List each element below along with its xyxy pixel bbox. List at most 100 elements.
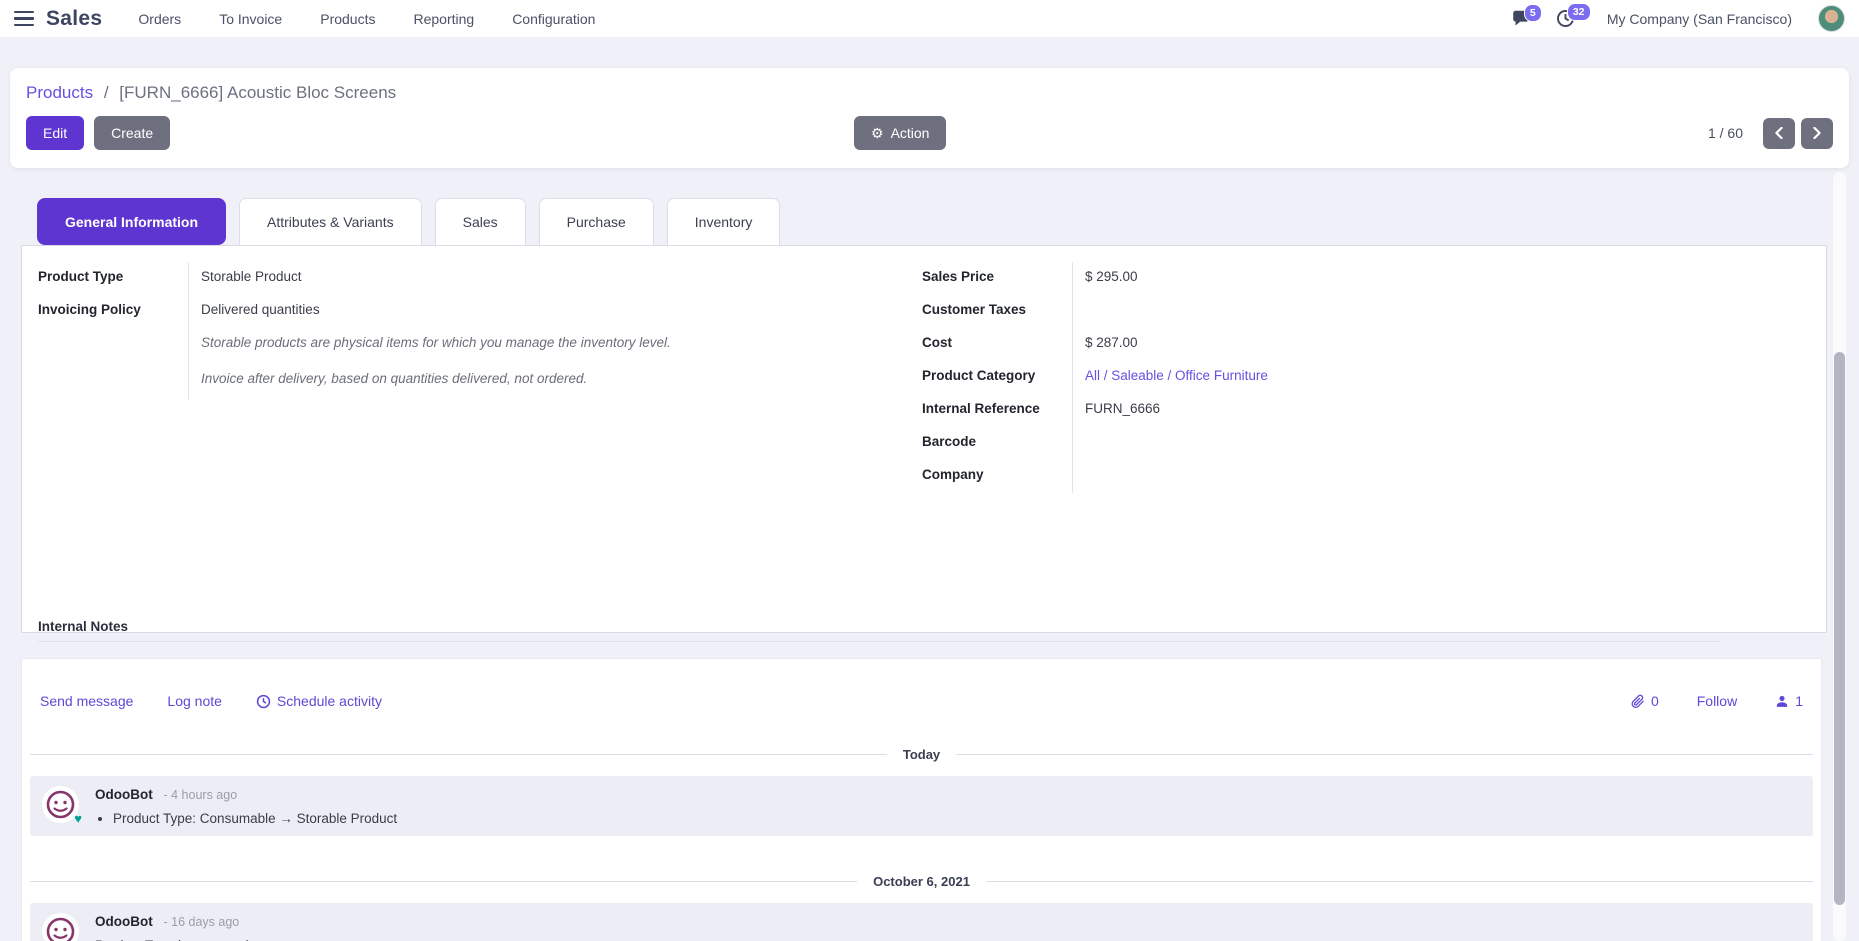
field-sales-price: Sales Price $ 295.00 [922,262,1532,295]
field-company: Company [922,460,1532,493]
create-button[interactable]: Create [94,116,171,150]
field-label: Sales Price [922,269,995,284]
field-label [38,328,188,364]
control-panel: Products / [FURN_6666] Acoustic Bloc Scr… [10,68,1849,168]
internal-notes-title: Internal Notes [38,619,129,634]
app-title[interactable]: Sales [46,6,103,30]
field-value[interactable]: FURN_6666 [1072,394,1532,427]
activities-clock-icon[interactable]: 32 [1556,3,1591,28]
menu-orders[interactable]: Orders [138,10,182,27]
message-author[interactable]: OdooBot [95,914,153,929]
form-groups: Product Type Storable Product Invoicing … [38,262,1810,493]
robot-face-icon [42,913,79,941]
edit-button[interactable]: Edit [26,116,85,150]
tracking-change: Product Type: Consumable → Storable Prod… [113,811,397,826]
form-group-right: Sales Price $ 295.00 Customer Taxes Cost… [922,262,1532,493]
form-group-left: Product Type Storable Product Invoicing … [38,262,764,493]
field-value[interactable] [1072,460,1532,493]
tab-sales[interactable]: Sales [434,198,526,246]
field-value[interactable]: $ 287.00 [1072,328,1532,361]
attachments-button[interactable]: 0 [1631,693,1659,709]
tracking-changes-list: Product Type: Consumable → Storable Prod… [113,811,397,826]
field-label: Cost [922,335,952,350]
field-internal-reference: Internal Reference FURN_6666 [922,394,1532,427]
field-cost: Cost $ 287.00 [922,328,1532,361]
action-button-label: Action [890,125,930,141]
followers-button[interactable]: 1 [1775,693,1803,709]
help-text: Storable products are physical items for… [188,328,764,364]
breadcrumb-separator: / [103,83,109,102]
tab-general-information[interactable]: General Information [37,198,227,245]
message-body: Product Template created [95,938,249,941]
chevron-left-icon [1775,127,1783,139]
vertical-scrollbar[interactable] [1833,172,1846,941]
field-label: Company [922,467,984,482]
help-text-storable: Storable products are physical items for… [38,328,764,364]
heart-status-icon: ♥ [74,811,82,826]
tab-inventory[interactable]: Inventory [666,198,781,246]
app-menu: Orders To Invoice Products Reporting Con… [138,11,595,27]
field-value[interactable] [1072,427,1532,460]
topbar-right: 5 32 My Company (San Francisco) [1513,3,1845,32]
field-label: Internal Reference [922,401,1040,416]
field-label: Invoicing Policy [38,302,141,317]
company-switcher[interactable]: My Company (San Francisco) [1606,10,1792,27]
menu-to-invoice[interactable]: To Invoice [219,10,283,27]
menu-configuration[interactable]: Configuration [512,10,596,27]
pager-next-button[interactable] [1801,117,1833,149]
apps-menu-icon[interactable] [14,10,34,27]
person-icon [1777,695,1788,707]
message-content: OdooBot - 16 days ago Product Template c… [95,913,249,941]
message-today: ♥ OdooBot - 4 hours ago Product Type: Co… [30,776,1813,836]
field-barcode: Barcode [922,427,1532,460]
breadcrumb: Products / [FURN_6666] Acoustic Bloc Scr… [26,80,1833,106]
control-panel-buttons: Edit Create ⚙ Action 1 / 60 [26,115,1833,151]
action-button[interactable]: ⚙ Action [854,116,947,150]
field-value[interactable]: Delivered quantities [188,295,764,328]
field-product-category: Product Category All / Saleable / Office… [922,361,1532,394]
field-value[interactable]: Storable Product [188,262,764,295]
product-form-sheet: General Information Attributes & Variant… [21,198,1827,642]
chatter-toolbar-right: 0 Follow 1 [1631,693,1803,709]
field-value[interactable] [1072,295,1532,328]
follow-button[interactable]: Follow [1696,693,1738,709]
paperclip-icon [1631,694,1644,708]
field-label: Customer Taxes [922,302,1027,317]
message-author[interactable]: OdooBot [95,787,153,802]
send-message-button[interactable]: Send message [40,693,134,709]
message-october: OdooBot - 16 days ago Product Template c… [30,903,1813,941]
scrollbar-thumb[interactable] [1834,352,1845,905]
message-timestamp: - 4 hours ago [163,788,238,802]
messages-badge: 5 [1523,4,1542,22]
date-divider-label: Today [902,747,941,762]
messages-icon[interactable]: 5 [1513,4,1542,27]
user-avatar[interactable] [1818,5,1845,32]
tab-attributes-variants[interactable]: Attributes & Variants [239,198,422,246]
pager-previous-button[interactable] [1763,117,1795,149]
followers-count: 1 [1795,693,1803,709]
product-category-link[interactable]: All / Saleable / Office Furniture [1085,368,1268,383]
activities-badge: 32 [1566,3,1591,21]
help-text: Invoice after delivery, based on quantit… [188,364,764,400]
menu-reporting[interactable]: Reporting [413,10,475,27]
field-value[interactable]: $ 295.00 [1072,262,1532,295]
menu-products[interactable]: Products [320,10,376,27]
schedule-activity-button[interactable]: Schedule activity [256,693,382,709]
breadcrumb-products-link[interactable]: Products [26,83,94,102]
field-label: Barcode [922,434,977,449]
date-divider-october: October 6, 2021 [30,874,1813,889]
notebook-tabs: General Information Attributes & Variant… [21,198,1827,246]
chevron-right-icon [1813,127,1821,139]
schedule-activity-label: Schedule activity [276,693,382,709]
attachments-count: 0 [1650,693,1659,709]
field-label: Product Type [38,269,124,284]
field-label: Product Category [922,368,1036,383]
tab-purchase[interactable]: Purchase [538,198,654,246]
date-divider-label: October 6, 2021 [873,874,970,889]
chatter: Send message Log note Schedule activity … [21,658,1822,941]
log-note-button[interactable]: Log note [167,693,222,709]
breadcrumb-current: [FURN_6666] Acoustic Bloc Screens [119,83,397,102]
sheet-body: Product Type Storable Product Invoicing … [21,245,1827,642]
internal-notes-divider [38,641,1720,642]
gear-icon: ⚙ [871,124,884,141]
